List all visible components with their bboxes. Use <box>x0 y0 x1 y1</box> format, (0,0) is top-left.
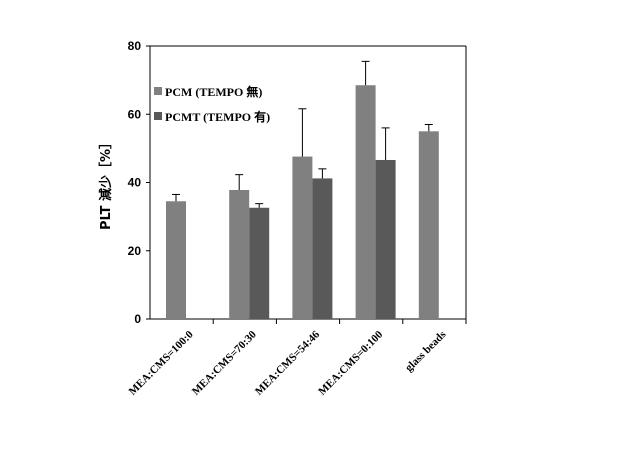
chart-container: 0 20 40 60 80 PLT 減少［%］ MEA:CMS=100:0MEA:CMS=7… <box>0 0 640 456</box>
y-tick-label: 60 <box>128 107 142 121</box>
error-bar <box>255 204 263 208</box>
axis-labels: 0 20 40 60 80 PLT 減少［%］ MEA:CMS=100:0MEA:CMS=7… <box>98 39 449 398</box>
error-bar <box>298 109 306 157</box>
bar <box>312 178 332 319</box>
bar <box>419 131 439 319</box>
error-bar <box>362 61 370 85</box>
x-tick-label: MEA:CMS=0:100 <box>316 328 385 397</box>
x-tick-label: MEA:CMS=70:30 <box>190 328 259 397</box>
legend-swatch <box>154 87 162 95</box>
x-tick-label: MEA:CMS=54:46 <box>253 328 322 397</box>
bar-chart: 0 20 40 60 80 PLT 減少［%］ MEA:CMS=100:0MEA:CMS=7… <box>0 0 640 456</box>
error-bar <box>172 194 180 201</box>
legend-label: PCMT (TEMPO 有) <box>165 109 270 124</box>
legend-item: PCMT (TEMPO 有) <box>154 109 270 124</box>
y-tick-label: 40 <box>128 176 142 190</box>
bar <box>229 190 249 319</box>
bar <box>376 160 396 319</box>
bar <box>249 208 269 319</box>
x-tick-label: MEA:CMS=100:0 <box>127 328 196 397</box>
legend-swatch <box>154 112 162 120</box>
error-bar <box>382 128 390 160</box>
error-bar <box>318 169 326 179</box>
legend: PCM (TEMPO 無) PCMT (TEMPO 有) <box>154 84 270 124</box>
y-tick-label: 80 <box>128 39 142 53</box>
error-bar <box>235 175 243 190</box>
x-tick-label: glass beads <box>403 328 449 374</box>
bar <box>292 157 312 319</box>
bar <box>166 201 186 319</box>
y-tick-label: 20 <box>128 244 142 258</box>
y-tick-label: 0 <box>134 312 141 326</box>
error-bar <box>425 124 433 131</box>
bar <box>356 85 376 319</box>
legend-label: PCM (TEMPO 無) <box>165 84 262 99</box>
legend-item: PCM (TEMPO 無) <box>154 84 262 99</box>
y-axis-label: PLT 減少［%］ <box>98 136 114 230</box>
